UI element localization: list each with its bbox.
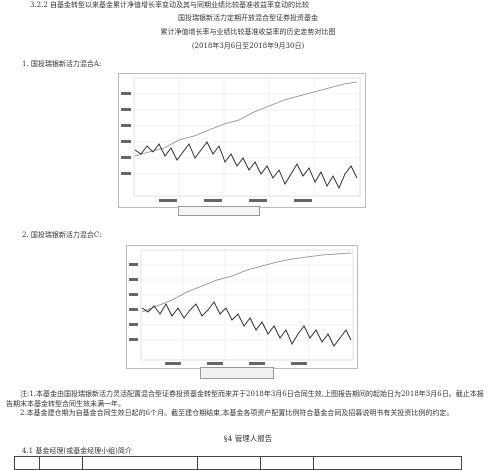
item-a-label: 1. 国投瑞银新活力混合A: [22, 60, 102, 68]
period: (2018年3月6日至2018年9月30日) [191, 42, 305, 50]
section4-title: §4 管理人报告 [223, 434, 273, 443]
note-1: 注:1.本基金由国投瑞银新活力灵活配置混合型证券投资基金转型而来并于2018年3… [6, 390, 484, 408]
table-row [14, 456, 462, 470]
section41-title: 4.1 基金经理(或基金经理小组)简介 [22, 447, 132, 455]
chart-c-legend [200, 367, 274, 379]
chart-c-image [126, 245, 358, 369]
note-2: 2.本基金建仓期为自基金合同生效日起的6个月。截至建仓期结束,本基金各项资产配置… [20, 409, 454, 417]
chart-a-legend [178, 206, 260, 216]
manager-table [14, 456, 462, 470]
section-title: 3.2.2 自基金转型以来基金累计净值增长率变动及其与同期业绩比较基准收益率变动… [30, 1, 310, 9]
chart-c-svg [129, 249, 354, 365]
item-c-label: 2. 国投瑞银新活力混合C: [22, 231, 102, 239]
chart-caption: 累计净值增长率与业绩比较基准收益率的历史走势对比图 [160, 28, 336, 36]
fund-name: 国投瑞银新活力定期开放混合型证券投资基金 [178, 14, 318, 22]
chart-a-svg [121, 77, 361, 202]
notes: 注:1.本基金由国投瑞银新活力灵活配置混合型证券投资基金转型而来并于2018年3… [6, 390, 490, 419]
chart-a-image [118, 73, 366, 208]
